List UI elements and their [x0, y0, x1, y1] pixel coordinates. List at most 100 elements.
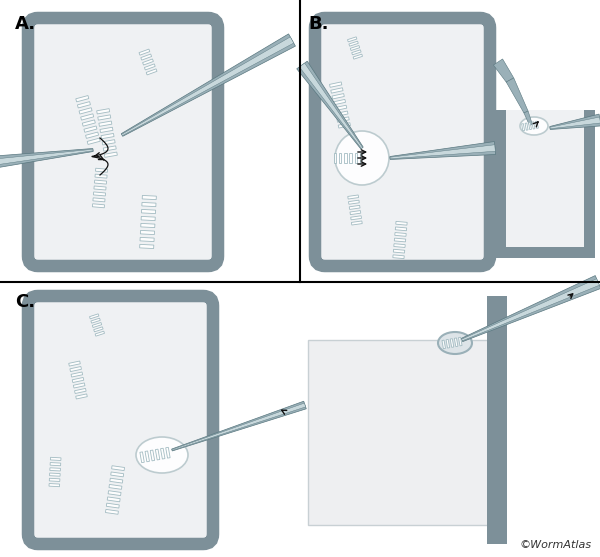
Polygon shape	[141, 223, 155, 228]
Polygon shape	[82, 120, 95, 126]
Polygon shape	[166, 447, 170, 458]
Polygon shape	[349, 41, 358, 46]
Polygon shape	[142, 209, 155, 214]
Polygon shape	[142, 196, 157, 199]
Polygon shape	[74, 388, 86, 393]
Bar	[506, 110, 584, 247]
Polygon shape	[506, 78, 528, 113]
Polygon shape	[102, 140, 115, 145]
Bar	[308, 340, 493, 525]
Polygon shape	[76, 394, 87, 399]
Polygon shape	[122, 37, 294, 136]
Polygon shape	[140, 231, 155, 234]
Polygon shape	[50, 457, 61, 461]
Polygon shape	[331, 88, 343, 93]
Polygon shape	[50, 462, 61, 466]
Polygon shape	[94, 192, 106, 196]
Polygon shape	[550, 114, 600, 129]
Polygon shape	[141, 54, 152, 60]
Ellipse shape	[335, 131, 389, 185]
Polygon shape	[112, 466, 125, 471]
Polygon shape	[77, 101, 91, 108]
Polygon shape	[140, 245, 154, 248]
Polygon shape	[108, 491, 121, 496]
Polygon shape	[106, 503, 119, 508]
Polygon shape	[104, 152, 118, 158]
Polygon shape	[347, 37, 357, 42]
Bar	[487, 296, 507, 544]
Polygon shape	[101, 134, 114, 139]
Polygon shape	[395, 232, 406, 236]
Polygon shape	[0, 149, 93, 165]
Polygon shape	[329, 82, 342, 87]
Polygon shape	[532, 122, 535, 129]
Polygon shape	[394, 244, 405, 247]
Polygon shape	[141, 216, 155, 221]
Polygon shape	[142, 202, 156, 207]
Polygon shape	[172, 401, 306, 451]
Polygon shape	[390, 145, 496, 159]
Polygon shape	[351, 216, 361, 220]
Polygon shape	[99, 121, 112, 126]
Polygon shape	[461, 276, 600, 341]
Polygon shape	[70, 367, 82, 372]
Polygon shape	[493, 59, 514, 82]
FancyBboxPatch shape	[315, 18, 490, 266]
Polygon shape	[0, 149, 93, 168]
Polygon shape	[145, 64, 155, 70]
Polygon shape	[349, 200, 359, 204]
Polygon shape	[395, 227, 407, 231]
Polygon shape	[145, 451, 149, 462]
Polygon shape	[106, 510, 118, 514]
Text: C.: C.	[15, 293, 35, 311]
Polygon shape	[334, 153, 336, 163]
Text: B.: B.	[308, 15, 329, 33]
Polygon shape	[94, 186, 106, 190]
Polygon shape	[110, 478, 123, 483]
Polygon shape	[521, 124, 524, 131]
Polygon shape	[49, 483, 59, 487]
Polygon shape	[140, 237, 154, 242]
Ellipse shape	[136, 437, 188, 473]
Polygon shape	[332, 94, 344, 99]
Polygon shape	[121, 34, 295, 136]
FancyBboxPatch shape	[28, 296, 213, 544]
Polygon shape	[89, 314, 99, 319]
Polygon shape	[550, 117, 600, 129]
Ellipse shape	[520, 117, 548, 135]
Polygon shape	[454, 338, 458, 346]
Polygon shape	[352, 221, 362, 225]
Polygon shape	[348, 195, 359, 199]
Polygon shape	[84, 126, 97, 132]
Polygon shape	[155, 449, 160, 460]
Polygon shape	[350, 46, 359, 51]
Polygon shape	[349, 153, 352, 163]
Polygon shape	[50, 468, 61, 471]
Text: ©WormAtlas: ©WormAtlas	[520, 540, 592, 550]
Polygon shape	[100, 127, 113, 133]
Polygon shape	[393, 255, 404, 258]
Polygon shape	[450, 339, 454, 348]
Polygon shape	[529, 123, 532, 130]
Polygon shape	[72, 378, 84, 383]
Polygon shape	[390, 141, 496, 159]
Polygon shape	[350, 211, 361, 214]
Polygon shape	[442, 340, 445, 349]
Polygon shape	[143, 59, 154, 65]
Polygon shape	[353, 54, 362, 59]
Polygon shape	[111, 472, 124, 477]
Polygon shape	[76, 96, 89, 102]
Polygon shape	[360, 153, 362, 163]
Polygon shape	[535, 121, 538, 128]
Polygon shape	[95, 174, 107, 178]
Polygon shape	[334, 105, 347, 111]
Polygon shape	[337, 117, 349, 122]
Polygon shape	[446, 339, 449, 348]
Polygon shape	[139, 49, 150, 55]
Polygon shape	[109, 485, 122, 489]
Polygon shape	[97, 109, 110, 114]
Polygon shape	[79, 108, 92, 114]
Polygon shape	[461, 279, 599, 341]
Polygon shape	[396, 221, 407, 225]
Polygon shape	[69, 361, 80, 366]
